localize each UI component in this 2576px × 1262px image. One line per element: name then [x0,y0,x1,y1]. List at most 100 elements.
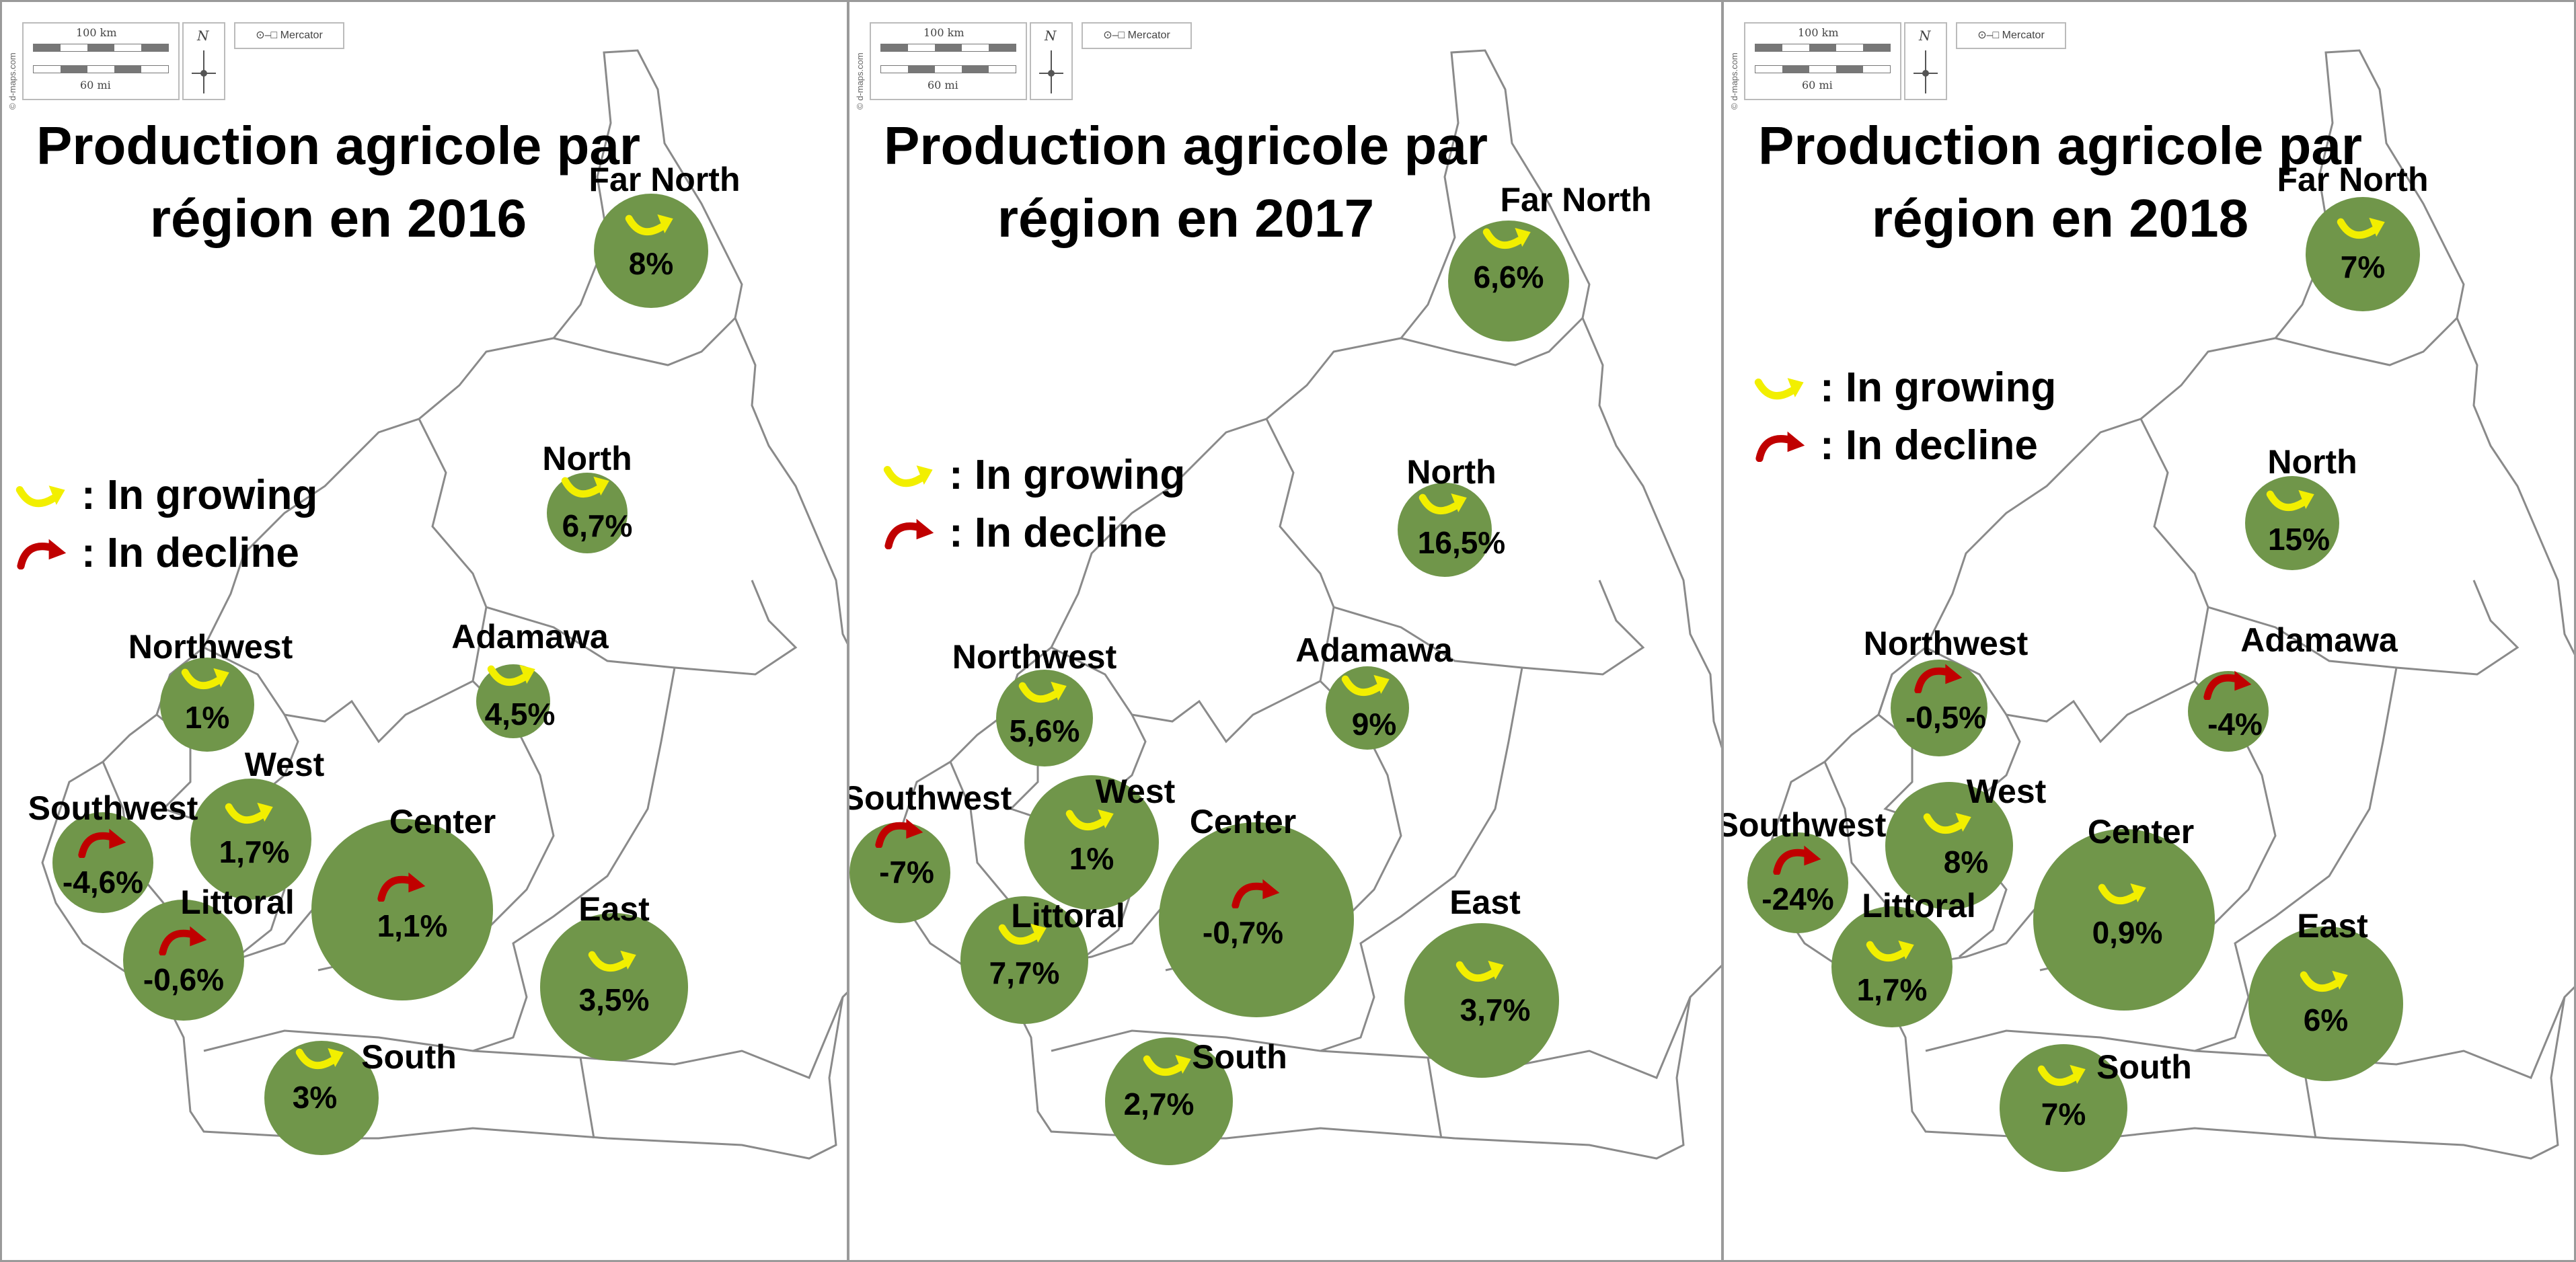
region-value-northwest: 5,6% [1009,713,1080,748]
region-border [580,996,844,1079]
bubble-east [1404,923,1559,1078]
bubble-center [1159,822,1354,1017]
bubble-northwest [160,658,254,752]
legend-decline: : In decline [1754,416,2056,474]
scale-bar: 100 km 60 mi [1744,22,1901,100]
region-value-adamawa: 9% [1351,707,1397,742]
growing-arrow-icon [225,802,273,824]
growing-arrow-icon [883,465,933,487]
bubble-far-north [2306,197,2420,311]
growing-arrow-icon [2266,489,2314,512]
region-label-adamawa: Adamawa [2240,621,2398,659]
bubble-center [2033,829,2215,1011]
bubble-far-north [594,194,708,308]
region-value-adamawa: -4% [2207,707,2263,742]
growing-arrow-icon [1143,1054,1191,1076]
projection-label: ⊙–□ Mercator [234,22,344,49]
projection-text: Mercator [2002,30,2045,41]
region-label-adamawa: Adamawa [451,618,609,656]
legend-growing: : In growing [15,466,317,524]
region-value-southwest: -7% [879,855,934,890]
bubble-south [2000,1044,2127,1172]
region-label-north: North [1406,453,1497,491]
region-value-northwest: 1% [184,700,230,735]
region-value-south: 2,7% [1123,1087,1195,1121]
region-border [2194,667,2398,1052]
north-arrow: N [182,22,225,100]
region-label-center: Center [2087,813,2195,851]
region-value-west: 1,7% [219,834,290,869]
region-border [2139,418,2520,676]
growing-arrow-icon [15,485,65,508]
region-border [472,667,676,1052]
growing-arrow-icon [561,476,609,498]
region-border [2275,317,2458,366]
region-border [203,1029,595,1139]
growing-arrow-icon [2300,970,2348,992]
legend-decline-label: : In decline [949,509,1167,556]
region-value-north: 15% [2267,522,2331,557]
decline-arrow-icon [1773,845,1821,875]
region-label-littoral: Littoral [1011,897,1125,935]
north-label: N [197,28,209,44]
region-label-west: West [244,746,325,783]
bubble-northwest [996,670,1093,766]
region-label-northwest: Northwest [952,638,1117,676]
projection-icon: ⊙–□ [1977,30,2002,41]
map-title: Production agricole par région en 2017 [849,110,1522,255]
region-border [1265,418,1645,676]
projection-icon: ⊙–□ [1103,30,1128,41]
growing-arrow-icon [2037,1064,2086,1087]
region-value-west: 8% [1943,844,1989,879]
region-label-north: North [2267,443,2357,481]
map-panel-2017: © d-maps.com 100 km 60 mi N ⊙–□ Mercator Prod… [847,0,1723,1262]
north-arrow: N [1030,22,1073,100]
title-line-1: Production agricole par [1758,116,2362,175]
region-value-south: 3% [292,1080,338,1115]
region-value-east: 3,5% [578,982,650,1017]
map-panel-2018: © d-maps.com 100 km 60 mi N ⊙–□ Mercator Prod… [1722,0,2576,1262]
projection-text: Mercator [1127,30,1170,41]
growing-arrow-icon [1018,681,1067,703]
decline-arrow-icon [17,539,67,569]
bubble-west [1024,775,1159,910]
region-label-center: Center [1189,803,1297,840]
bubble-southwest [52,812,153,913]
cameroon-map [1747,49,2574,1172]
region-value-east: 6% [2303,1002,2349,1037]
map-title: Production agricole par région en 2016 [15,110,661,255]
region-value-littoral: -0,6% [143,962,225,997]
north-label: N [1045,28,1057,44]
bubble-north [547,473,628,553]
decline-arrow-icon [377,872,426,902]
region-value-north: 16,5% [1417,525,1506,560]
decline-arrow-icon [875,818,923,849]
growing-arrow-icon [487,664,535,686]
region-label-west: West [1095,773,1176,810]
region-border [1320,667,1523,1052]
region-label-south: South [361,1038,457,1076]
projection-text: Mercator [280,30,323,41]
region-value-southwest: -4,6% [62,865,144,900]
bubble-north [2245,476,2339,570]
region-label-northwest: Northwest [1863,625,2029,662]
map-credit: © d-maps.com [855,52,865,110]
legend: : In growing: In decline [883,446,1185,561]
north-arrow: N [1904,22,1947,100]
bubble-north [1398,483,1492,577]
projection-label: ⊙–□ Mercator [1082,22,1192,49]
map-title: Production agricole par région en 2018 [1724,110,2396,255]
growing-arrow-icon [1754,378,1804,400]
region-value-far-north: 8% [628,246,674,281]
bubble-south [1105,1037,1233,1165]
decline-arrow-icon [1914,664,1963,694]
bubble-east [2248,926,2403,1081]
legend: : In growing: In decline [15,466,317,582]
bubble-littoral [1831,906,1953,1027]
map-credit: © d-maps.com [1729,52,1739,110]
legend-growing: : In growing [1754,358,2056,416]
region-label-northwest: Northwest [128,628,293,666]
region-value-center: 0,9% [2092,915,2163,950]
bubble-east [540,913,688,1061]
map-panel-2016: © d-maps.com 100 km 60 mi N ⊙–□ Mercator Prod… [0,0,849,1262]
